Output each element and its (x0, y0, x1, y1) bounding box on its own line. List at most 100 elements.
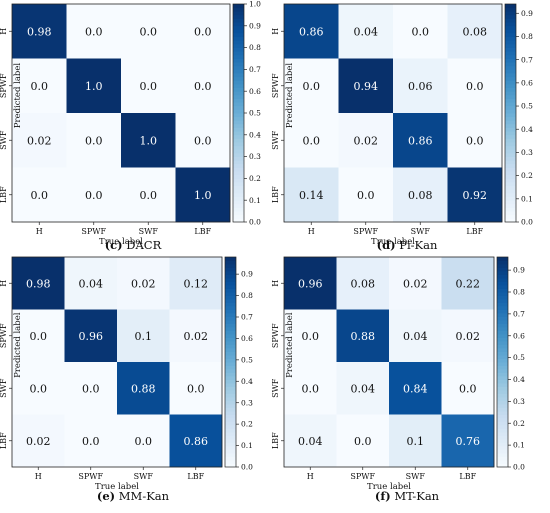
colorbar-segment-f-55 (497, 271, 508, 275)
colorbar-segment-f-17 (497, 404, 508, 408)
colorbar-segment-c-24 (233, 131, 244, 136)
colorbar-segment-d-39 (505, 76, 516, 81)
colorbar-segment-e-22 (225, 386, 236, 391)
cell-c-3-3 (175, 167, 231, 223)
colorbar-segment-e-6 (225, 442, 236, 447)
colorbar-segment-c-52 (233, 29, 244, 34)
colorbar-tick-label-f-0: 0.0 (513, 463, 525, 472)
x-tick-label-c-2: SWF (139, 227, 159, 236)
colorbar-segment-c-9 (233, 185, 244, 190)
colorbar-tick-label-f-2: 0.2 (513, 419, 525, 428)
colorbar-segment-c-32 (233, 102, 244, 107)
colorbar-segment-c-38 (233, 80, 244, 85)
colorbar-segment-c-6 (233, 196, 244, 201)
cell-label-d-3-0: 0.14 (299, 189, 324, 202)
colorbar-segment-e-21 (225, 390, 236, 394)
colorbar-segment-e-29 (225, 362, 236, 366)
colorbar-tick-label-e-5: 0.5 (241, 355, 253, 364)
colorbar-segment-c-36 (233, 87, 244, 92)
colorbar-segment-d-36 (505, 87, 516, 92)
colorbar-frame-e (224, 256, 237, 468)
colorbar-segment-e-51 (225, 285, 236, 289)
x-axis-label-f: True label (367, 482, 411, 492)
caption-c: (c) DACR (33, 238, 233, 252)
cell-e-2-3 (169, 362, 223, 415)
colorbar-segment-d-6 (505, 196, 516, 201)
colorbar-tick-label-c-10: 1.0 (249, 0, 261, 9)
colorbar-segment-e-32 (225, 351, 236, 356)
y-tick-label-d-3: LBF (271, 186, 280, 203)
colorbar-segment-d-12 (505, 174, 516, 179)
cell-f-2-1 (336, 362, 390, 415)
colorbar-segment-c-42 (233, 65, 244, 70)
colorbar-segment-e-37 (225, 334, 236, 338)
colorbar-segment-f-6 (497, 442, 508, 447)
cell-label-d-3-2: 0.08 (408, 189, 433, 202)
cell-label-e-2-3: 0.0 (187, 382, 205, 395)
colorbar-segment-c-31 (233, 105, 244, 110)
colorbar-segment-e-12 (225, 421, 236, 426)
colorbar-segment-f-7 (497, 439, 508, 443)
colorbar-segment-d-14 (505, 167, 516, 172)
colorbar-segment-d-55 (505, 18, 516, 23)
cell-e-0-3 (169, 257, 223, 310)
colorbar-segment-e-43 (225, 313, 236, 317)
colorbar-segment-d-33 (505, 98, 516, 103)
y-tick-label-c-0: H (0, 28, 8, 35)
colorbar-segment-d-49 (505, 40, 516, 45)
x-tick-label-d-1: SPWF (353, 227, 378, 236)
colorbar-segment-c-57 (233, 11, 244, 16)
colorbar-segment-d-3 (505, 207, 516, 212)
cell-label-d-1-0: 0.0 (303, 80, 321, 93)
colorbar-segment-d-0 (505, 218, 516, 223)
colorbar-segment-e-57 (225, 264, 236, 268)
colorbar-segment-f-12 (497, 421, 508, 426)
colorbar-segment-c-2 (233, 211, 244, 216)
colorbar-segment-e-23 (225, 383, 236, 387)
colorbar-segment-e-53 (225, 278, 236, 282)
colorbar-tick-label-e-6: 0.6 (241, 334, 253, 343)
colorbar-tick-label-c-8: 0.8 (249, 43, 261, 52)
colorbar-segment-c-41 (233, 69, 244, 74)
colorbar-segment-d-17 (505, 156, 516, 161)
colorbar-segment-c-17 (233, 156, 244, 161)
colorbar-segment-f-25 (497, 376, 508, 380)
x-tick-label-c-0: H (36, 227, 43, 236)
colorbar-segment-f-51 (497, 285, 508, 289)
cell-label-d-2-2: 0.86 (408, 134, 433, 147)
colorbar-segment-f-59 (497, 257, 508, 261)
colorbar-segment-d-46 (505, 51, 516, 56)
colorbar-segment-e-48 (225, 295, 236, 300)
colorbar-segment-c-56 (233, 14, 244, 19)
cell-label-e-3-0: 0.02 (26, 435, 51, 448)
colorbar-segment-d-56 (505, 14, 516, 19)
colorbar-segment-f-11 (497, 425, 508, 429)
colorbar-tick-label-c-5: 0.5 (249, 109, 261, 118)
cell-c-2-2 (121, 113, 176, 168)
colorbar-segment-e-3 (225, 453, 236, 457)
x-tick-label-f-0: H (307, 472, 314, 481)
y-tick-label-f-3: LBF (271, 432, 280, 449)
colorbar-tick-label-e-3: 0.3 (241, 398, 253, 407)
cell-label-f-2-1: 0.04 (351, 382, 376, 395)
colorbar-segment-d-10 (505, 182, 516, 187)
colorbar-segment-d-21 (505, 142, 516, 147)
colorbar-tick-label-c-9: 0.9 (249, 21, 261, 30)
colorbar-segment-d-28 (505, 116, 516, 121)
colorbar-segment-e-19 (225, 397, 236, 401)
colorbar-tick-label-e-2: 0.2 (241, 420, 253, 429)
cell-label-e-2-0: 0.0 (30, 382, 48, 395)
cell-label-f-2-0: 0.0 (302, 382, 320, 395)
colorbar-segment-d-38 (505, 80, 516, 85)
colorbar-segment-c-8 (233, 189, 244, 194)
colorbar-segment-f-31 (497, 355, 508, 359)
colorbar-segment-f-23 (497, 383, 508, 387)
cell-c-2-1 (66, 113, 122, 168)
caption-f: (f) MT-Kan (307, 489, 507, 503)
colorbar-segment-d-26 (505, 123, 516, 128)
colorbar-segment-d-30 (505, 109, 516, 114)
colorbar-segment-c-55 (233, 18, 244, 23)
caption-e-letter: (e) (96, 489, 116, 503)
cell-label-c-0-3: 0.0 (194, 25, 212, 38)
cell-c-1-2 (121, 58, 176, 114)
